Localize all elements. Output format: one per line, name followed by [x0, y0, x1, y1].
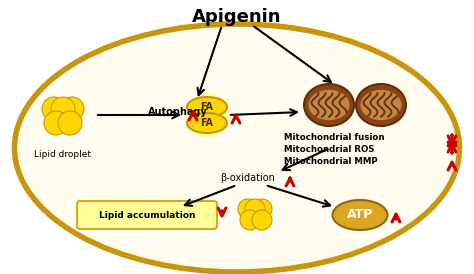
- Ellipse shape: [15, 24, 459, 272]
- Circle shape: [185, 93, 229, 137]
- Text: Apigenin: Apigenin: [192, 8, 282, 26]
- Circle shape: [245, 199, 265, 219]
- Ellipse shape: [356, 84, 406, 126]
- Circle shape: [252, 210, 272, 230]
- Text: FA: FA: [201, 102, 213, 112]
- Text: Lipid droplet: Lipid droplet: [35, 150, 91, 159]
- Text: FA: FA: [201, 118, 213, 128]
- Text: Mitochondrial fusion: Mitochondrial fusion: [284, 133, 384, 142]
- Text: ATP: ATP: [347, 209, 373, 221]
- Circle shape: [238, 199, 258, 219]
- Text: Lipid accumulation: Lipid accumulation: [99, 210, 195, 219]
- Circle shape: [240, 210, 260, 230]
- Ellipse shape: [187, 113, 227, 133]
- Circle shape: [60, 97, 84, 121]
- Text: Autophagy: Autophagy: [148, 107, 208, 117]
- Text: Mitochondrial MMP: Mitochondrial MMP: [284, 158, 378, 167]
- Circle shape: [42, 97, 66, 121]
- Text: β-oxidation: β-oxidation: [220, 173, 275, 183]
- Circle shape: [51, 97, 75, 121]
- Circle shape: [58, 111, 82, 135]
- Ellipse shape: [361, 90, 401, 120]
- Ellipse shape: [304, 84, 354, 126]
- FancyBboxPatch shape: [77, 201, 217, 229]
- Text: Mitochondrial ROS: Mitochondrial ROS: [284, 145, 374, 155]
- Ellipse shape: [187, 97, 227, 117]
- Ellipse shape: [309, 90, 349, 120]
- Ellipse shape: [332, 200, 388, 230]
- Circle shape: [252, 199, 272, 219]
- Circle shape: [44, 111, 68, 135]
